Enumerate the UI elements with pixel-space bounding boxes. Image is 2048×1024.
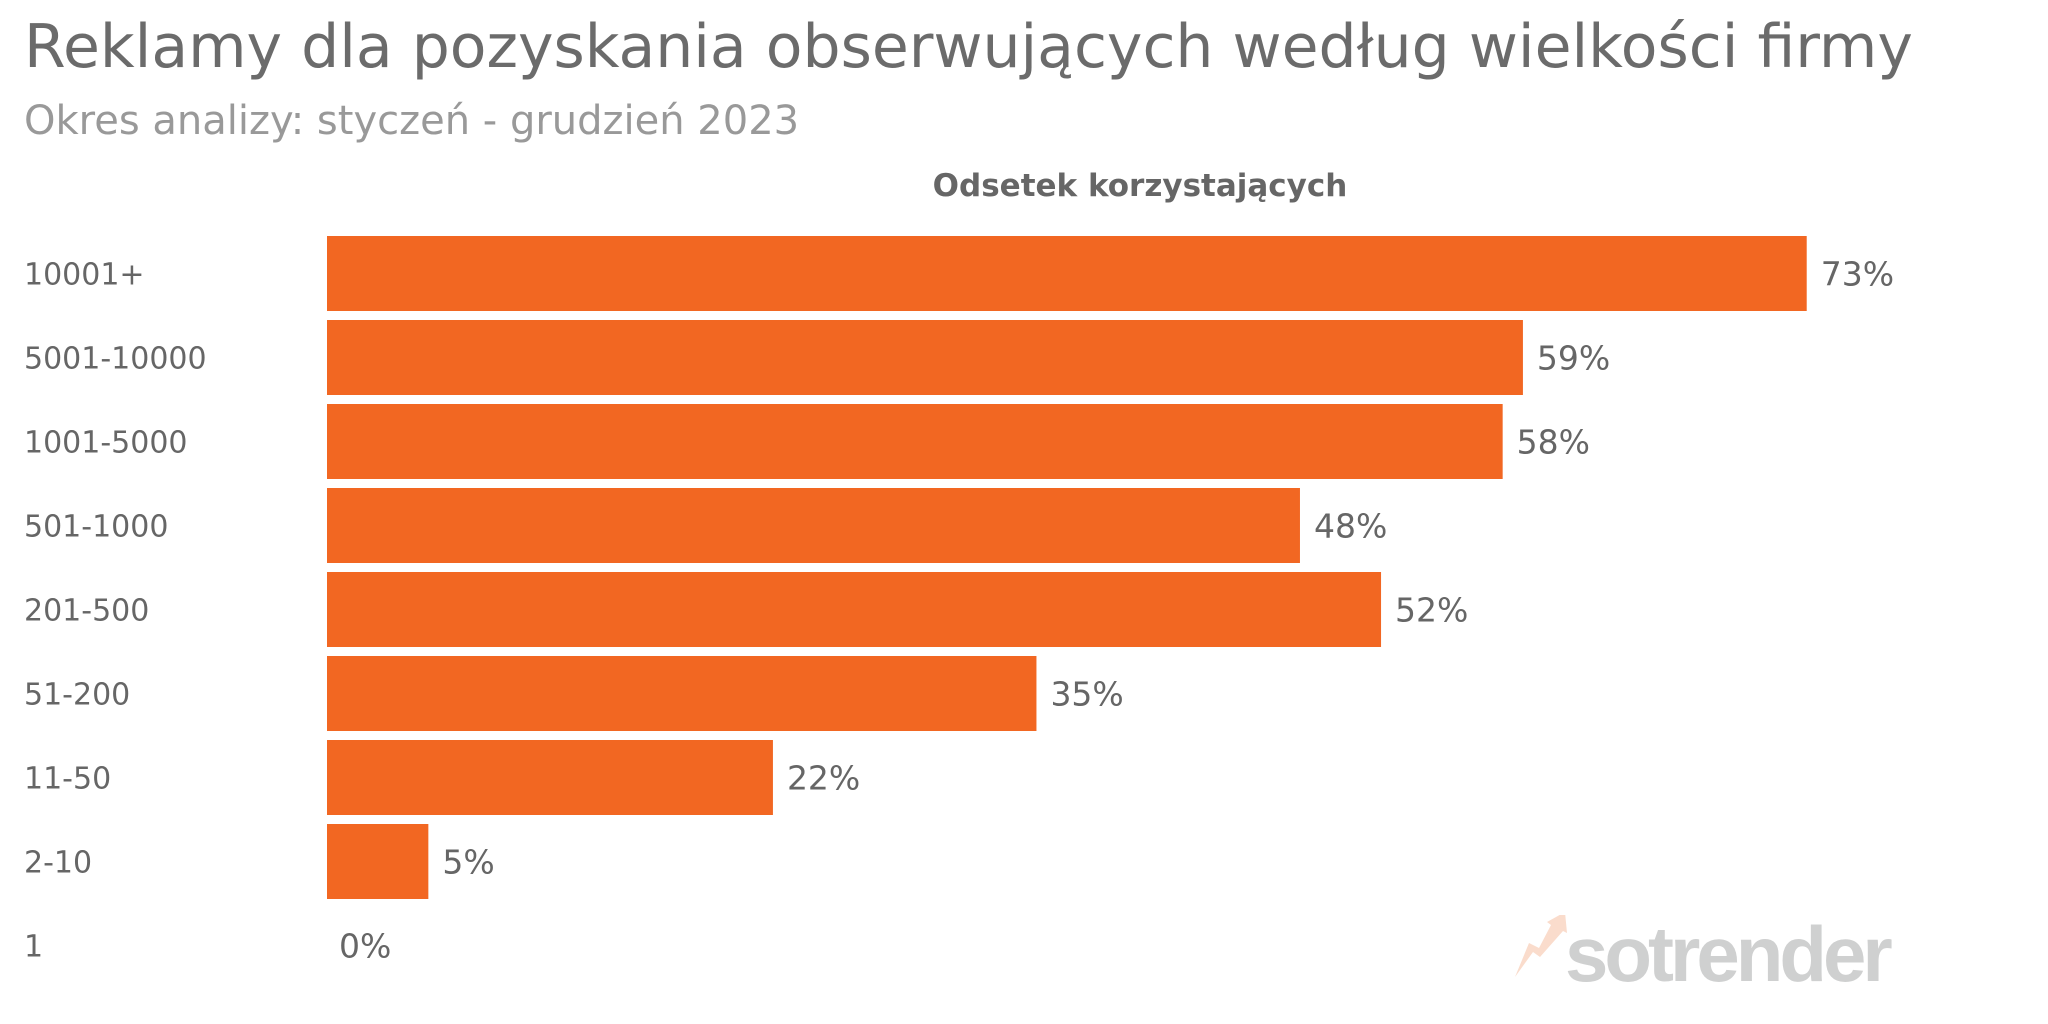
category-label: 201-500 <box>24 594 149 629</box>
category-label: 10001+ <box>24 258 145 293</box>
value-label: 35% <box>1050 675 1123 714</box>
series-title: Odsetek korzystających <box>932 168 1348 204</box>
sotrender-logo: sotrender <box>1515 910 1915 998</box>
category-label: 501-1000 <box>24 510 168 545</box>
bar <box>327 236 1807 311</box>
value-label: 0% <box>339 927 391 966</box>
category-label: 2-10 <box>24 846 92 881</box>
value-label: 52% <box>1395 591 1468 630</box>
value-label: 58% <box>1517 423 1590 462</box>
value-label: 48% <box>1314 507 1387 546</box>
category-label: 1 <box>24 930 43 965</box>
value-label: 73% <box>1821 255 1894 294</box>
bar <box>327 824 429 899</box>
category-label: 51-200 <box>24 678 130 713</box>
bar <box>327 740 773 815</box>
bar <box>327 656 1037 731</box>
value-label: 5% <box>442 843 494 882</box>
bar <box>327 320 1523 395</box>
category-label: 11-50 <box>24 762 111 797</box>
chart-subtitle: Okres analizy: styczeń - grudzień 2023 <box>24 98 800 144</box>
category-label: 5001-10000 <box>24 342 207 377</box>
chart-title: Reklamy dla pozyskania obserwujących wed… <box>24 12 1913 82</box>
bar <box>327 404 1503 479</box>
value-label: 59% <box>1537 339 1610 378</box>
bar <box>327 488 1300 563</box>
bar <box>327 572 1382 647</box>
category-label: 1001-5000 <box>24 426 188 461</box>
svg-text:sotrender: sotrender <box>1565 915 1892 990</box>
value-label: 22% <box>787 759 860 798</box>
